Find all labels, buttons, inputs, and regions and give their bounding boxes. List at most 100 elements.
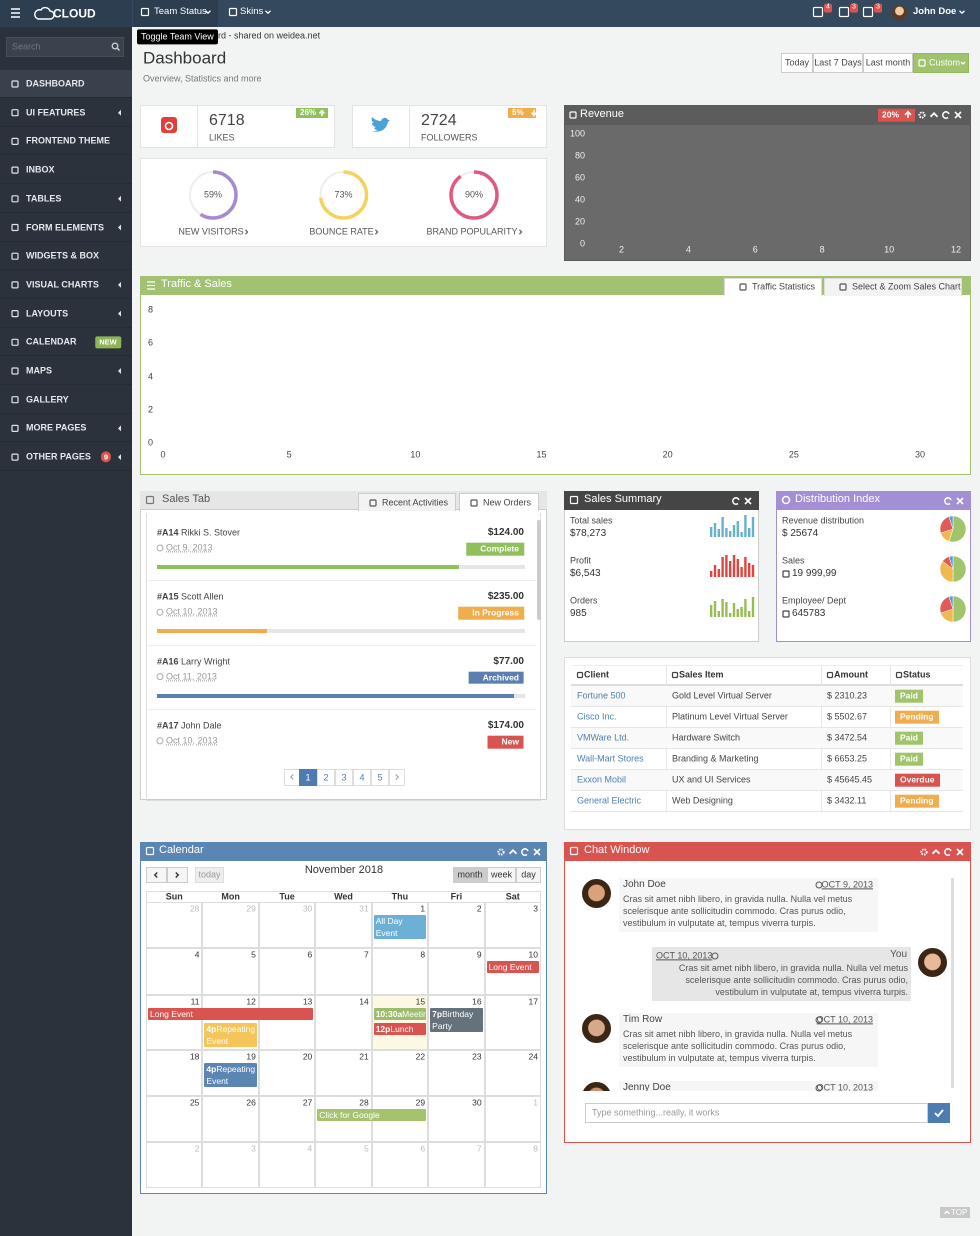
cal-day-cell[interactable] [428, 948, 485, 995]
pager-label[interactable]: 5 [377, 771, 383, 782]
cal-event[interactable]: 10:30aMeeting [373, 1008, 427, 1020]
cal-day-cell[interactable] [146, 1142, 203, 1188]
top-menu-item[interactable]: Skins [240, 6, 264, 18]
chat-send[interactable] [928, 1103, 950, 1123]
notification-badge[interactable]: 3 [850, 3, 858, 13]
cal-event[interactable]: Long Event [486, 961, 539, 973]
pager-label[interactable]: 4 [359, 771, 365, 782]
notification-badge[interactable]: 4 [824, 3, 832, 13]
cal-event[interactable]: 7pBirthday Party [430, 1008, 483, 1032]
pager-page[interactable] [299, 769, 317, 786]
cal-day-cell[interactable] [146, 1050, 203, 1096]
panel-tab[interactable] [724, 278, 822, 296]
cal-day-cell[interactable] [258, 1050, 316, 1096]
menu-item[interactable] [0, 70, 132, 98]
cal-day-cell[interactable] [371, 995, 429, 1050]
menu-item[interactable] [0, 328, 132, 357]
cal-day-cell[interactable] [484, 948, 541, 995]
cal-day-cell[interactable] [146, 1096, 203, 1142]
panel-tab-label[interactable]: New Orders [483, 497, 532, 508]
pager-prev[interactable] [284, 769, 300, 786]
cal-day-cell[interactable] [202, 995, 259, 1050]
cal-day-cell[interactable] [202, 1050, 259, 1096]
notification-badge[interactable]: 3 [874, 3, 882, 13]
cal-day-cell[interactable] [484, 1050, 541, 1096]
panel-tab[interactable] [358, 493, 456, 511]
menu-item[interactable] [0, 443, 132, 472]
cal-day-cell[interactable] [428, 1096, 485, 1142]
panel-tab[interactable] [824, 278, 962, 296]
cal-day-cell[interactable] [315, 995, 372, 1050]
cal-day-cell[interactable] [371, 1050, 429, 1096]
cal-day-cell[interactable] [315, 948, 372, 995]
pager-page[interactable] [371, 769, 389, 786]
top-button[interactable] [940, 1207, 970, 1218]
top-button-label[interactable]: TOP [951, 1207, 968, 1217]
client-link[interactable]: Exxon Mobil [577, 774, 627, 785]
top-menu-item[interactable]: Team Status [154, 6, 207, 18]
menu-item[interactable] [0, 414, 132, 443]
client-link[interactable]: VMWare Ltd. [577, 732, 630, 743]
client-link[interactable]: Wall-Mart Stores [577, 753, 644, 764]
cal-day-cell[interactable] [146, 995, 203, 1050]
cal-day-cell[interactable] [371, 948, 429, 995]
pager-next[interactable] [389, 769, 405, 786]
cal-day-cell[interactable] [258, 1096, 316, 1142]
cal-view-button[interactable] [516, 867, 541, 883]
search-input[interactable] [6, 37, 124, 57]
menu-item[interactable] [0, 99, 132, 127]
client-link[interactable]: Fortune 500 [577, 690, 626, 701]
menu-item[interactable] [0, 300, 132, 328]
panel-tab-label[interactable]: Recent Activities [382, 497, 449, 508]
cal-day-cell[interactable] [428, 995, 485, 1050]
cal-today-button[interactable] [195, 867, 224, 883]
menu-item[interactable] [0, 242, 132, 271]
menu-item[interactable] [0, 357, 132, 385]
cal-view-label[interactable]: month [457, 869, 483, 880]
gauge-label[interactable]: BOUNCE RATE [309, 226, 374, 237]
cal-day-cell[interactable] [484, 1096, 541, 1142]
cal-day-cell[interactable] [202, 1142, 259, 1188]
panel-tab[interactable] [459, 493, 539, 511]
cal-view-button[interactable] [453, 867, 487, 883]
menu-item[interactable] [0, 185, 132, 213]
cal-event[interactable]: Click for Google [317, 1109, 427, 1121]
gauge-label[interactable]: BRAND POPULARITY [426, 226, 518, 237]
cal-prev[interactable] [146, 867, 167, 883]
cal-day-cell[interactable] [428, 1142, 485, 1188]
cal-event[interactable]: 12pLunch [373, 1023, 427, 1035]
cal-day-cell[interactable] [315, 1050, 372, 1096]
pager-page[interactable] [335, 769, 353, 786]
cal-event[interactable]: All Day Event [373, 915, 427, 939]
menu-item[interactable] [0, 386, 132, 414]
cal-day-cell[interactable] [428, 1050, 485, 1096]
cal-day-cell[interactable] [371, 1142, 429, 1188]
menu-item[interactable] [0, 127, 132, 156]
panel-tab-label[interactable]: Select & Zoom Sales Chart [852, 281, 961, 292]
pager-label[interactable]: 2 [323, 771, 329, 782]
pager-label[interactable]: 1 [305, 771, 311, 782]
cal-day-cell[interactable] [258, 948, 316, 995]
range-button[interactable] [781, 53, 813, 73]
cal-event[interactable]: Long Event [148, 1008, 314, 1020]
cal-day-cell[interactable] [202, 948, 259, 995]
cal-day-cell[interactable] [484, 995, 541, 1050]
range-button[interactable] [863, 53, 913, 73]
cal-day-cell[interactable] [258, 995, 316, 1050]
cal-day-cell[interactable] [202, 902, 259, 948]
menu-item[interactable] [0, 214, 132, 242]
cal-day-cell[interactable] [146, 948, 203, 995]
range-button[interactable] [913, 53, 969, 73]
pager-label[interactable]: 3 [341, 771, 347, 782]
pager-page[interactable] [353, 769, 371, 786]
cal-day-cell[interactable] [258, 1142, 316, 1188]
panel-tab-label[interactable]: Traffic Statistics [752, 281, 816, 292]
cal-view-label[interactable]: day [521, 869, 536, 880]
cal-today-label[interactable]: today [198, 869, 221, 880]
cal-view-label[interactable]: week [490, 869, 513, 880]
cal-next[interactable] [167, 867, 188, 883]
cal-day-cell[interactable] [484, 902, 541, 948]
cal-day-cell[interactable] [428, 902, 485, 948]
client-link[interactable]: Cisco Inc. [577, 711, 617, 722]
cal-day-cell[interactable] [258, 902, 316, 948]
